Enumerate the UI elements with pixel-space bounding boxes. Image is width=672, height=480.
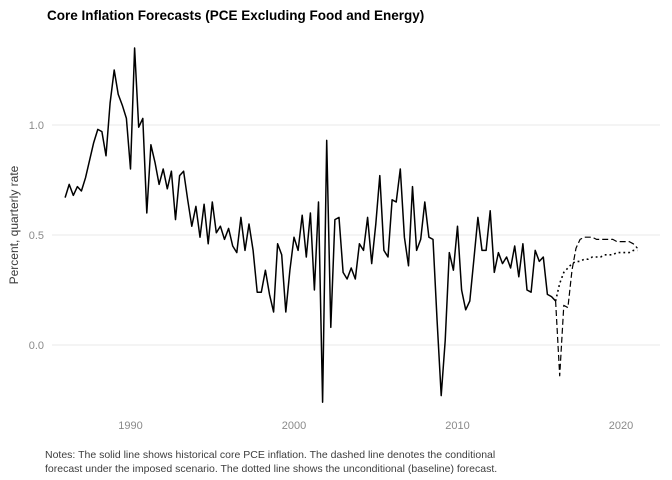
notes-line-2: forecast under the imposed scenario. The… — [45, 462, 498, 475]
notes-line-1: Notes: The solid line shows historical c… — [45, 449, 496, 461]
historical-line — [64, 47, 557, 403]
chart-notes: Notes: The solid line shows historical c… — [45, 449, 497, 476]
y-axis-title: Percent, quarterly rate — [7, 165, 21, 285]
y-tick-label-0.0: 0.0 — [29, 340, 44, 352]
x-tick-label-2010: 2010 — [445, 420, 469, 432]
x-tick-label-1990: 1990 — [118, 420, 142, 432]
x-tick-label-2020: 2020 — [609, 420, 633, 432]
y-tick-label-1.0: 1.0 — [29, 120, 44, 132]
x-tick-label-2000: 2000 — [282, 420, 306, 432]
conditional-forecast-line — [555, 236, 638, 377]
y-tick-label-0.5: 0.5 — [29, 230, 44, 242]
chart-title: Core Inflation Forecasts (PCE Excluding … — [47, 8, 425, 23]
baseline-forecast-line — [554, 249, 638, 302]
